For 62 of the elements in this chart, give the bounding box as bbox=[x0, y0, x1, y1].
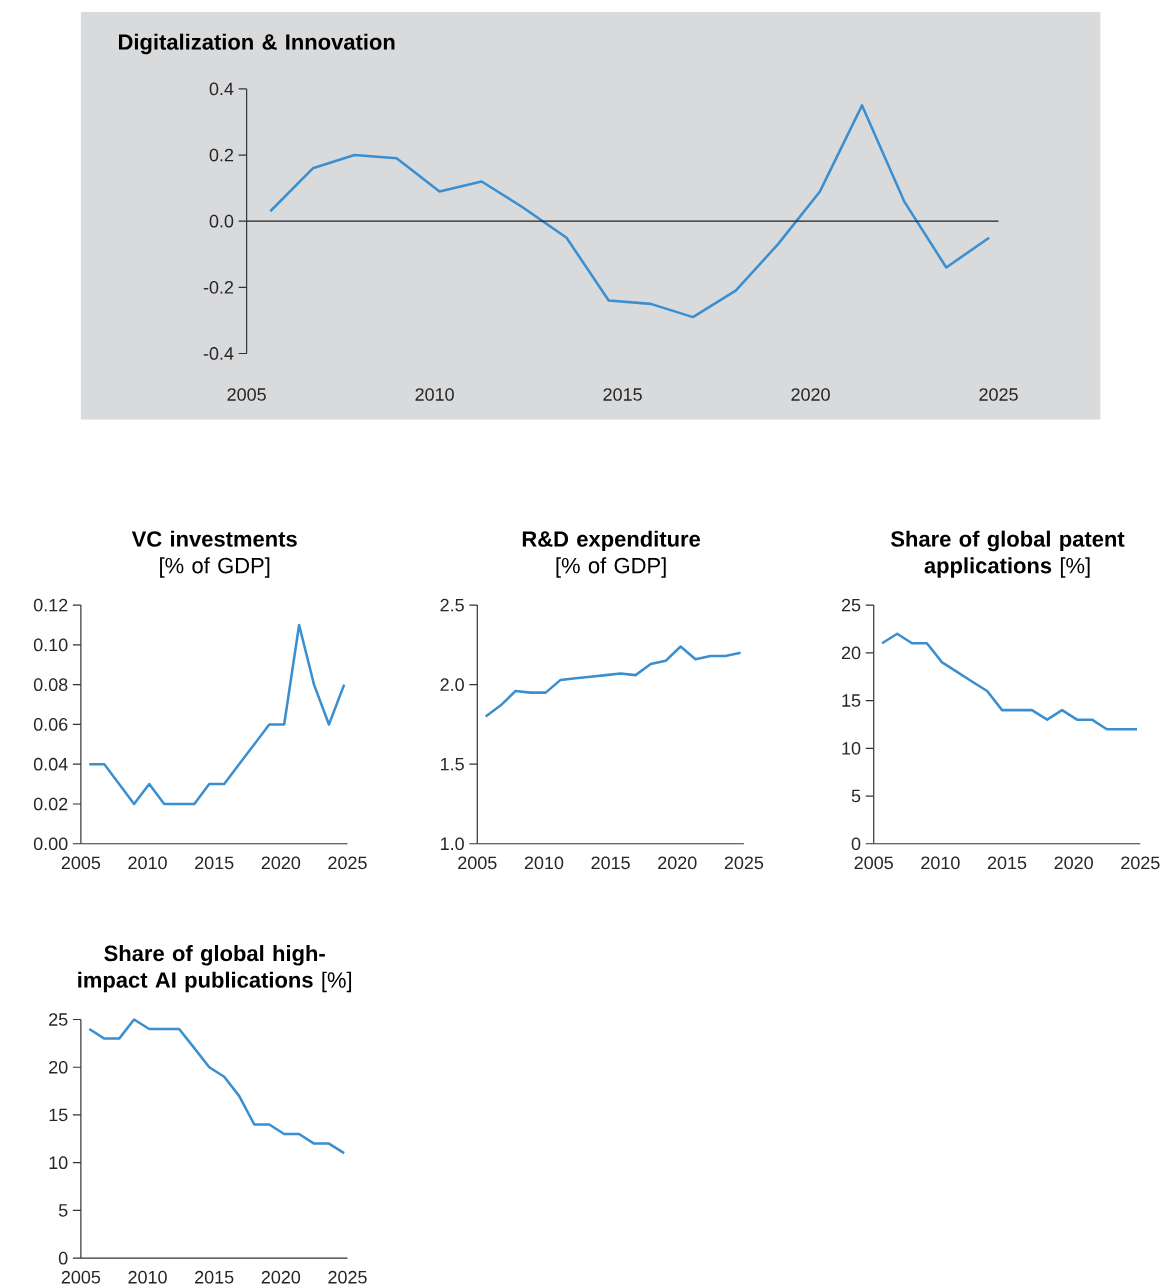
x-tick-label: 2005 bbox=[458, 856, 497, 870]
y-tick-label: 20 bbox=[841, 646, 861, 660]
y-tick-label: 0.4 bbox=[209, 82, 234, 96]
x-tick-label: 2020 bbox=[261, 1270, 300, 1284]
x-tick-label: 2010 bbox=[524, 856, 564, 870]
x-tick-label: 2005 bbox=[61, 1270, 100, 1284]
chart-subtitle: [% of GDP] bbox=[159, 557, 270, 578]
x-tick-label: 2010 bbox=[921, 856, 960, 870]
x-tick-label: 2010 bbox=[128, 856, 167, 870]
line-series bbox=[268, 104, 991, 319]
x-tick-label: 2025 bbox=[328, 856, 367, 870]
y-tick-label: 25 bbox=[841, 598, 861, 612]
y-tick-label: 10 bbox=[49, 1156, 68, 1170]
x-tick-label: 2015 bbox=[603, 388, 642, 401]
x-tick-label: 2025 bbox=[979, 388, 1018, 401]
y-tick-label: 25 bbox=[48, 1013, 68, 1026]
y-tick-label: 20 bbox=[48, 1060, 68, 1074]
y-tick-label: 2.5 bbox=[440, 598, 464, 612]
x-tick-label: 2020 bbox=[1054, 856, 1093, 870]
y-tick-label: 0.00 bbox=[33, 837, 68, 851]
x-tick-label: 2020 bbox=[658, 856, 697, 870]
x-tick-label: 2020 bbox=[791, 388, 830, 401]
x-tick-label: 2010 bbox=[128, 1270, 167, 1284]
y-tick-label: -0.4 bbox=[203, 347, 234, 360]
y-tick-label: 15 bbox=[842, 694, 861, 707]
x-tick-label: 2005 bbox=[61, 856, 100, 870]
y-tick-label: 5 bbox=[851, 789, 861, 803]
y-tick-label: 0.0 bbox=[209, 214, 234, 228]
y-tick-label: 0.06 bbox=[33, 718, 68, 731]
y-tick-label: 0.2 bbox=[209, 148, 233, 162]
y-tick-label: 0.10 bbox=[33, 638, 68, 652]
x-tick-label: 2005 bbox=[854, 856, 893, 870]
x-tick-label: 2015 bbox=[591, 856, 630, 870]
y-tick-label: 0.02 bbox=[33, 797, 68, 811]
y-tick-label: 0.12 bbox=[33, 598, 68, 612]
x-tick-label: 2010 bbox=[415, 388, 454, 401]
chart-title: VC investments bbox=[131, 530, 297, 547]
chart-title: Share of global patent applications [%] bbox=[890, 530, 1125, 578]
x-tick-label: 2025 bbox=[328, 1270, 367, 1284]
y-tick-label: 5 bbox=[58, 1204, 68, 1217]
x-tick-label: 2015 bbox=[987, 856, 1027, 870]
chart-title: R&D expenditure bbox=[522, 530, 700, 552]
y-tick-label: 1.0 bbox=[440, 837, 464, 851]
y-tick-label: 0.08 bbox=[33, 678, 68, 692]
y-tick-label: 0 bbox=[58, 1251, 68, 1265]
chart-subtitle: [% of GDP] bbox=[556, 557, 666, 578]
x-tick-label: 2025 bbox=[724, 856, 764, 870]
x-tick-label: 2020 bbox=[261, 856, 300, 870]
x-tick-label: 2005 bbox=[227, 388, 266, 401]
x-tick-label: 2025 bbox=[1121, 856, 1160, 870]
y-tick-label: 0 bbox=[851, 837, 861, 851]
x-tick-label: 2015 bbox=[194, 1270, 234, 1284]
chart-title: Share of global high-impact AI publications [%] bbox=[78, 945, 351, 993]
x-tick-label: 2015 bbox=[194, 856, 234, 870]
line-series bbox=[484, 645, 742, 718]
chart-title: Digitalization & Innovation bbox=[118, 33, 395, 55]
y-tick-label: 10 bbox=[842, 741, 861, 755]
y-tick-label: -0.2 bbox=[203, 280, 233, 294]
y-tick-label: 1.5 bbox=[440, 757, 464, 771]
y-tick-label: 2.0 bbox=[440, 678, 464, 692]
y-tick-label: 15 bbox=[49, 1108, 68, 1122]
y-tick-label: 0.04 bbox=[33, 757, 68, 771]
